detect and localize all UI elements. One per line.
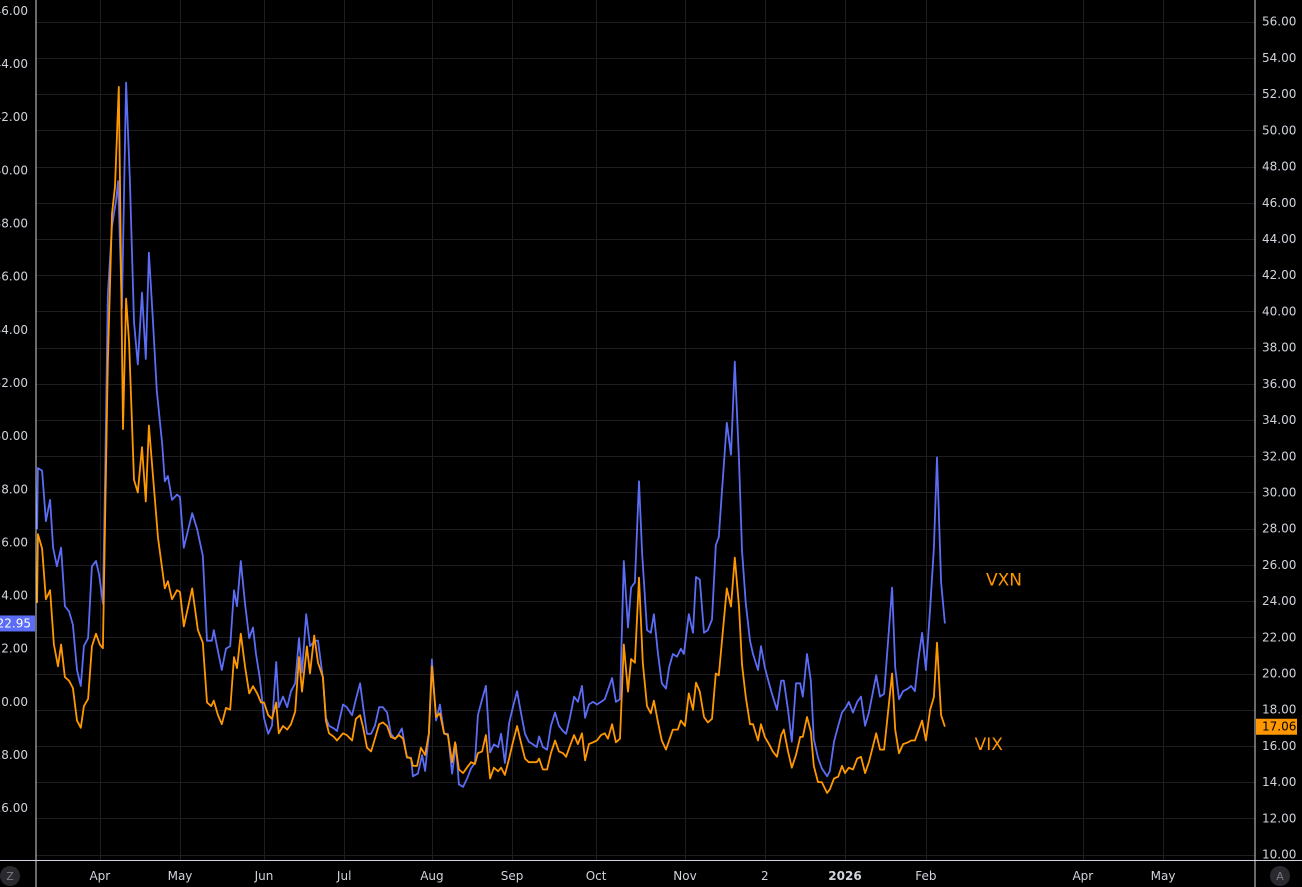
left-axis-tick-label: 46.00 [0, 4, 28, 18]
grid [36, 0, 1255, 860]
right-price-axis[interactable]: 10.00 12.00 14.00 16.00 18.00 20.00 22.00 24.00… [1256, 15, 1297, 862]
series-layer [36, 81, 946, 794]
left-axis-tick-label: 18.00 [0, 748, 28, 762]
series-line-vxn [36, 81, 946, 788]
right-axis-tick-label: 40.00 [1262, 304, 1296, 318]
right-axis-tick-label: 38.00 [1262, 341, 1296, 355]
time-axis-tick-label: Apr [1072, 869, 1093, 883]
left-axis-tick-label: 28.00 [0, 482, 28, 496]
right-axis-tick-label: 36.00 [1262, 377, 1296, 391]
right-axis-tick-label: 52.00 [1262, 87, 1296, 101]
left-axis-tick-label: 34.00 [0, 323, 28, 337]
left-axis-tick-label: 42.00 [0, 110, 28, 124]
time-axis-tick-label: Nov [673, 869, 696, 883]
right-axis-tick-label: 48.00 [1262, 160, 1296, 174]
annotation-vix: VIX [975, 735, 1004, 755]
right-axis-tick-label: 32.00 [1262, 449, 1296, 463]
right-axis-tick-label: 28.00 [1262, 522, 1296, 536]
right-axis-tick-label: 46.00 [1262, 196, 1296, 210]
annotation-vxn: VXN [986, 570, 1022, 590]
annotations: VXN VIX [975, 570, 1022, 755]
left-axis-tick-label: 16.00 [0, 801, 28, 815]
time-axis-tick-label: Jul [336, 869, 351, 883]
left-price-axis[interactable]: 16.00 18.00 20.00 22.00 24.00 26.00 28.00 30.00… [0, 4, 35, 815]
left-axis-tick-label: 30.00 [0, 429, 28, 443]
left-axis-tick-label: 44.00 [0, 57, 28, 71]
vix-last-value-badge [1256, 718, 1297, 735]
right-axis-tick-label: 30.00 [1262, 485, 1296, 499]
right-axis-tick-label: 12.00 [1262, 811, 1296, 825]
auto-scale-button-label: A [1276, 869, 1284, 883]
time-axis-tick-label: Aug [420, 869, 443, 883]
right-axis-tick-label: 24.00 [1262, 594, 1296, 608]
series-line-vix [36, 86, 946, 794]
zoom-button-label: Z [6, 869, 14, 883]
time-axis[interactable]: Apr May Jun Jul Aug Sep Oct Nov 2 2026 Feb Apr May [89, 869, 1175, 883]
right-axis-tick-label: 54.00 [1262, 51, 1296, 65]
right-axis-tick-label: 22.00 [1262, 630, 1296, 644]
right-axis-tick-label: 26.00 [1262, 558, 1296, 572]
right-axis-tick-label: 50.00 [1262, 123, 1296, 137]
time-axis-tick-label: May [1151, 869, 1176, 883]
left-axis-tick-label: 20.00 [0, 695, 28, 709]
right-axis-tick-label: 14.00 [1262, 775, 1296, 789]
left-axis-tick-label: 22.00 [0, 642, 28, 656]
right-axis-tick-label: 44.00 [1262, 232, 1296, 246]
vxn-last-value-badge [0, 615, 35, 632]
right-axis-tick-label: 56.00 [1262, 15, 1296, 29]
time-axis-tick-label: Jun [254, 869, 274, 883]
auto-scale-button[interactable]: A [1270, 866, 1290, 886]
right-axis-tick-label: 16.00 [1262, 739, 1296, 753]
vxn-last-value: 22.95 [0, 616, 31, 630]
right-axis-tick-label: 10.00 [1262, 848, 1296, 862]
right-axis-tick-label: 42.00 [1262, 268, 1296, 282]
left-axis-tick-label: 36.00 [0, 270, 28, 284]
left-axis-tick-label: 38.00 [0, 217, 28, 231]
time-axis-tick-label: Sep [501, 869, 524, 883]
left-axis-tick-label: 26.00 [0, 535, 28, 549]
vix-last-value: 17.06 [1262, 720, 1296, 734]
time-axis-tick-label: 2 [761, 869, 769, 883]
left-axis-tick-label: 40.00 [0, 163, 28, 177]
time-axis-tick-label: Apr [89, 869, 110, 883]
left-axis-tick-label: 32.00 [0, 376, 28, 390]
time-axis-tick-label: Oct [586, 869, 607, 883]
zoom-button[interactable]: Z [0, 866, 20, 886]
left-axis-tick-label: 24.00 [0, 589, 28, 603]
right-axis-tick-label: 18.00 [1262, 703, 1296, 717]
time-axis-tick-label: May [168, 869, 193, 883]
right-axis-tick-label: 34.00 [1262, 413, 1296, 427]
time-axis-tick-label: Feb [915, 869, 936, 883]
time-axis-tick-label: 2026 [828, 869, 861, 883]
right-axis-tick-label: 20.00 [1262, 667, 1296, 681]
